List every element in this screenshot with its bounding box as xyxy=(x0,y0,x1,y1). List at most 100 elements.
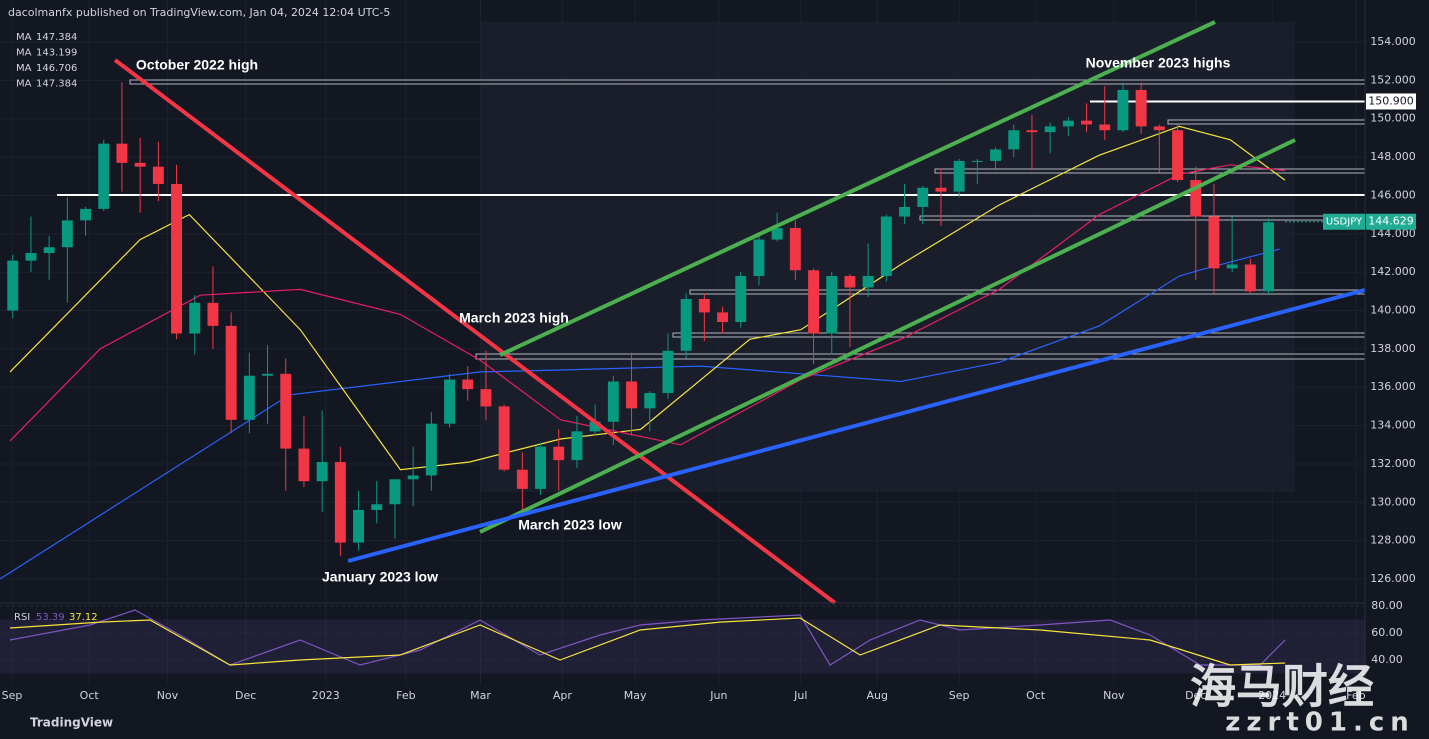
candle-body xyxy=(298,448,310,482)
x-tick-label: Nov xyxy=(157,689,179,702)
candle-body xyxy=(1153,126,1165,131)
candle-body xyxy=(626,381,637,409)
candle-body xyxy=(1208,216,1220,269)
y-tick-label: 154.000 xyxy=(1370,35,1416,48)
candle-body xyxy=(1190,180,1202,217)
price-level-label: 150.900 xyxy=(1368,94,1414,107)
candle-body xyxy=(808,270,819,334)
footer xyxy=(0,706,1429,739)
channel-upper xyxy=(499,20,1216,357)
y-tick-label: 148.000 xyxy=(1370,150,1416,163)
annotation: March 2023 low xyxy=(518,517,622,533)
x-tick-label: Oct xyxy=(1026,689,1046,702)
candle-body xyxy=(480,389,492,407)
candle-body xyxy=(953,160,965,192)
moving-averages xyxy=(0,125,1286,580)
candle-body xyxy=(753,239,765,276)
y-tick-label: 128.000 xyxy=(1370,534,1416,547)
annotation: October 2022 high xyxy=(136,57,258,73)
candle-body xyxy=(1081,120,1092,125)
candle-body xyxy=(1008,130,1020,150)
x-tick-label: Nov xyxy=(1103,689,1125,702)
publisher: dacolmanfx published on TradingView.com,… xyxy=(8,6,390,19)
candle-body xyxy=(98,143,110,209)
y-tick-label: 146.000 xyxy=(1370,188,1416,201)
candle-body xyxy=(334,462,346,543)
x-tick-label: 2023 xyxy=(312,689,340,702)
candle-body xyxy=(735,275,747,323)
candle-body xyxy=(407,475,419,480)
legend-label: MA xyxy=(16,32,32,43)
y-tick-label: 142.000 xyxy=(1370,265,1416,278)
legend-value: 147.384 xyxy=(36,32,77,43)
x-tick-label: Aug xyxy=(866,689,887,702)
candle-body xyxy=(43,247,55,253)
candle-body xyxy=(844,275,856,288)
candle-body xyxy=(1135,89,1147,127)
y-tick-label: 138.000 xyxy=(1370,342,1416,355)
candle-body xyxy=(1117,89,1129,131)
watermark: 海马财经 xyxy=(1190,660,1374,714)
x-tick-label: May xyxy=(624,689,647,702)
candle-body xyxy=(935,187,947,192)
candle-body xyxy=(7,260,19,311)
last-price-box xyxy=(1366,213,1416,230)
candle-body xyxy=(134,162,146,167)
annotation: March 2023 high xyxy=(459,310,569,326)
candle-body xyxy=(243,375,255,420)
rsi-ma-value: 37.12 xyxy=(69,612,98,623)
y-tick-label: 140.000 xyxy=(1370,304,1416,317)
candle-body xyxy=(1244,264,1256,292)
x-tick-label: Dec xyxy=(1185,689,1206,702)
y-tick-label: 150.000 xyxy=(1370,112,1416,125)
y-tick-label: 144.000 xyxy=(1370,227,1416,240)
x-tick-label: Mar xyxy=(470,689,491,702)
x-tick-label: Feb xyxy=(1346,689,1365,702)
candle-body xyxy=(535,446,546,489)
x-tick-label: Sep xyxy=(949,689,970,702)
candle-body xyxy=(571,431,583,461)
rsi-label: RSI xyxy=(14,612,30,623)
candle-body xyxy=(644,392,656,409)
candle-body xyxy=(316,462,328,482)
downtrend-line xyxy=(113,58,837,605)
candle-body xyxy=(1099,124,1111,131)
legend-label: MA xyxy=(16,79,32,90)
candle-body xyxy=(262,373,273,376)
rsi-pane xyxy=(0,605,1365,674)
legend: MA 147.384 MA 143.199 MA 146.706 MA 147.384 RSI 5… xyxy=(14,32,98,623)
x-tick-label: 2024 xyxy=(1258,689,1286,702)
x-tick-label: Dec xyxy=(235,689,256,702)
candle-body xyxy=(1226,264,1238,269)
rsi-value: 53.39 xyxy=(36,612,65,623)
candle-body xyxy=(1026,130,1038,133)
candle-body xyxy=(553,446,565,461)
x-tick-label: Jun xyxy=(709,689,727,702)
y-tick-label: 132.000 xyxy=(1370,457,1416,470)
candle-body xyxy=(899,206,910,217)
candle-body xyxy=(680,299,692,351)
candle-body xyxy=(171,183,182,334)
legend-value: 147.384 xyxy=(36,79,77,90)
candle-body xyxy=(444,379,455,424)
candle-body xyxy=(516,469,528,489)
moving-average xyxy=(9,164,1285,446)
candle-body xyxy=(225,325,237,420)
candles xyxy=(7,82,1274,557)
candle-body xyxy=(880,216,892,276)
candle-body xyxy=(1062,120,1074,127)
y-tick-label: 136.000 xyxy=(1370,380,1416,393)
candle-body xyxy=(61,220,73,248)
annotation: November 2023 highs xyxy=(1086,55,1231,71)
candle-body xyxy=(771,228,783,240)
rsi-tick-label: 80.00 xyxy=(1371,599,1403,612)
annotations: October 2022 high November 2023 highs Marc… xyxy=(136,55,1231,585)
annotation: January 2023 low xyxy=(322,569,438,585)
candle-body xyxy=(189,302,201,334)
candle-body xyxy=(607,381,619,422)
moving-average xyxy=(9,125,1286,471)
candle-body xyxy=(462,379,474,390)
price-level-box xyxy=(1366,93,1416,110)
candle-body xyxy=(280,373,292,449)
